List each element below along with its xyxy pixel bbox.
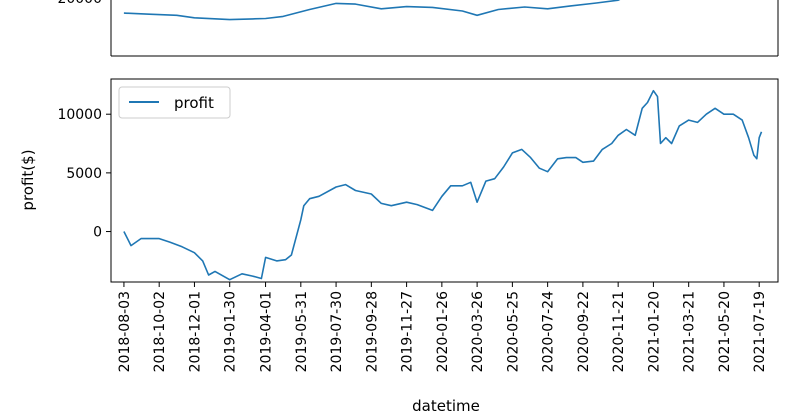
top-axes-frame — [110, 0, 779, 57]
y-tick-label: 0 — [93, 225, 102, 241]
bottom-subplot: 0 5000 10000 2018-08-03 2018-10-02 2018-12-0… — [19, 78, 779, 415]
legend-box — [118, 86, 231, 119]
x-axis-label: datetime — [412, 397, 480, 415]
x-tick-label: 2018-12-01 — [187, 291, 203, 372]
legend: profit — [118, 86, 231, 119]
top-series-layer — [123, 0, 621, 21]
top-series-line — [123, 0, 621, 21]
x-tick-label: 2021-01-20 — [646, 291, 662, 372]
x-tick-label: 2020-03-26 — [470, 291, 486, 372]
top-y-ticks: 20000 — [57, 0, 102, 7]
profit-series-line — [123, 89, 763, 281]
x-tick-label: 2020-05-25 — [505, 291, 521, 372]
x-tick-label: 2020-11-21 — [611, 291, 627, 372]
x-tick-label: 2020-09-22 — [576, 291, 592, 372]
x-tick-label: 2019-09-28 — [364, 291, 380, 372]
x-tick-label: 2019-07-30 — [329, 291, 345, 372]
x-tick-label: 2021-05-20 — [717, 291, 733, 372]
bottom-series-layer — [123, 89, 763, 281]
bottom-x-ticks: 2018-08-03 2018-10-02 2018-12-01 2019-01-30… — [117, 282, 768, 372]
x-tick-label: 2021-03-21 — [682, 291, 698, 372]
x-tick-label: 2018-10-02 — [152, 291, 168, 372]
bottom-axes-frame — [110, 78, 779, 283]
x-tick-label: 2019-01-30 — [223, 291, 239, 372]
top-subplot: 20000 — [57, 0, 779, 57]
legend-label-profit: profit — [174, 94, 214, 112]
x-tick-label: 2019-05-31 — [294, 291, 310, 372]
y-axis-label: profit($) — [19, 149, 37, 210]
y-tick-label: 10000 — [57, 107, 102, 123]
x-tick-label: 2019-11-27 — [400, 291, 416, 372]
x-tick-label: 2019-04-01 — [259, 291, 275, 372]
x-tick-label: 2018-08-03 — [117, 291, 133, 372]
top-y-tick-label: 20000 — [57, 0, 102, 7]
x-tick-label: 2020-07-24 — [541, 291, 557, 372]
y-tick-label: 5000 — [66, 166, 102, 182]
bottom-y-ticks: 0 5000 10000 — [57, 107, 111, 241]
x-tick-label: 2021-07-19 — [752, 291, 768, 372]
x-tick-label: 2020-01-26 — [435, 291, 451, 372]
